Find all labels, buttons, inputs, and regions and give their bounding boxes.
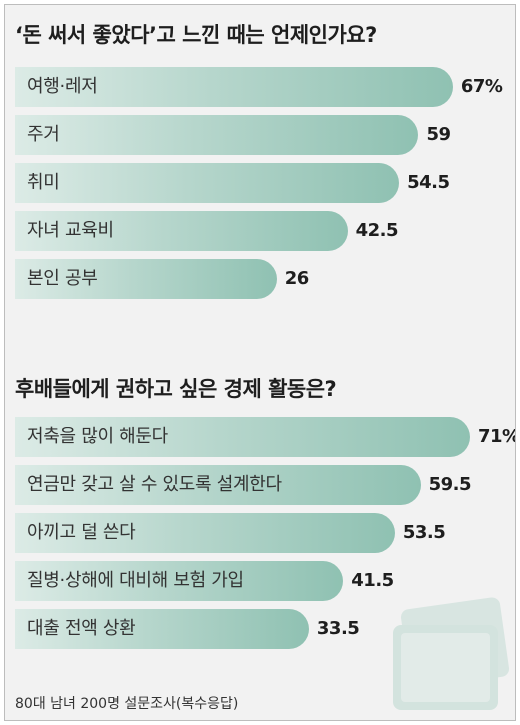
bar-label: 아끼고 덜 쓴다 <box>27 522 136 543</box>
bar <box>15 211 348 251</box>
data-label: 54.5 <box>407 172 450 193</box>
bar-label: 연금만 갖고 살 수 있도록 설계한다 <box>27 474 282 495</box>
chart-panel: ‘돈 써서 좋았다’고 느낀 때는 언제인가요? 여행·레저 67% 주거 59 취미 5… <box>4 4 516 721</box>
bar-label: 질병·상해에 대비해 보험 가입 <box>27 570 244 591</box>
bar-label: 대출 전액 상환 <box>27 618 136 639</box>
data-label: 41.5 <box>351 570 394 591</box>
data-label: 42.5 <box>355 220 399 241</box>
bar-label: 여행·레저 <box>27 76 98 97</box>
footnote: 80대 남녀 200명 설문조사(복수응답) <box>15 696 239 712</box>
data-label: 67% <box>460 76 503 97</box>
bar <box>15 609 309 649</box>
data-label: 26 <box>284 268 310 289</box>
bar <box>15 513 395 553</box>
bar <box>15 163 400 203</box>
bar <box>15 115 419 155</box>
bar-label: 주거 <box>27 124 60 145</box>
chart-2-title: 후배들에게 권하고 싶은 경제 활동은? <box>15 377 337 401</box>
data-label: 59.5 <box>428 474 472 495</box>
bar-label: 취미 <box>27 172 60 193</box>
data-label: 59 <box>426 124 451 145</box>
bar <box>15 259 277 299</box>
bar <box>15 561 344 601</box>
data-label: 33.5 <box>316 618 360 639</box>
data-label: 53.5 <box>402 522 446 543</box>
bar-label: 자녀 교육비 <box>27 220 114 241</box>
bar <box>15 67 453 107</box>
tablet-icon <box>393 597 510 710</box>
chart-1-title: ‘돈 써서 좋았다’고 느낀 때는 언제인가요? <box>15 23 377 47</box>
bar <box>15 465 421 505</box>
bar-label: 본인 공부 <box>27 268 98 289</box>
bar-label: 저축을 많이 해둔다 <box>27 426 168 447</box>
bar <box>15 417 470 457</box>
data-label: 71% <box>478 426 516 447</box>
